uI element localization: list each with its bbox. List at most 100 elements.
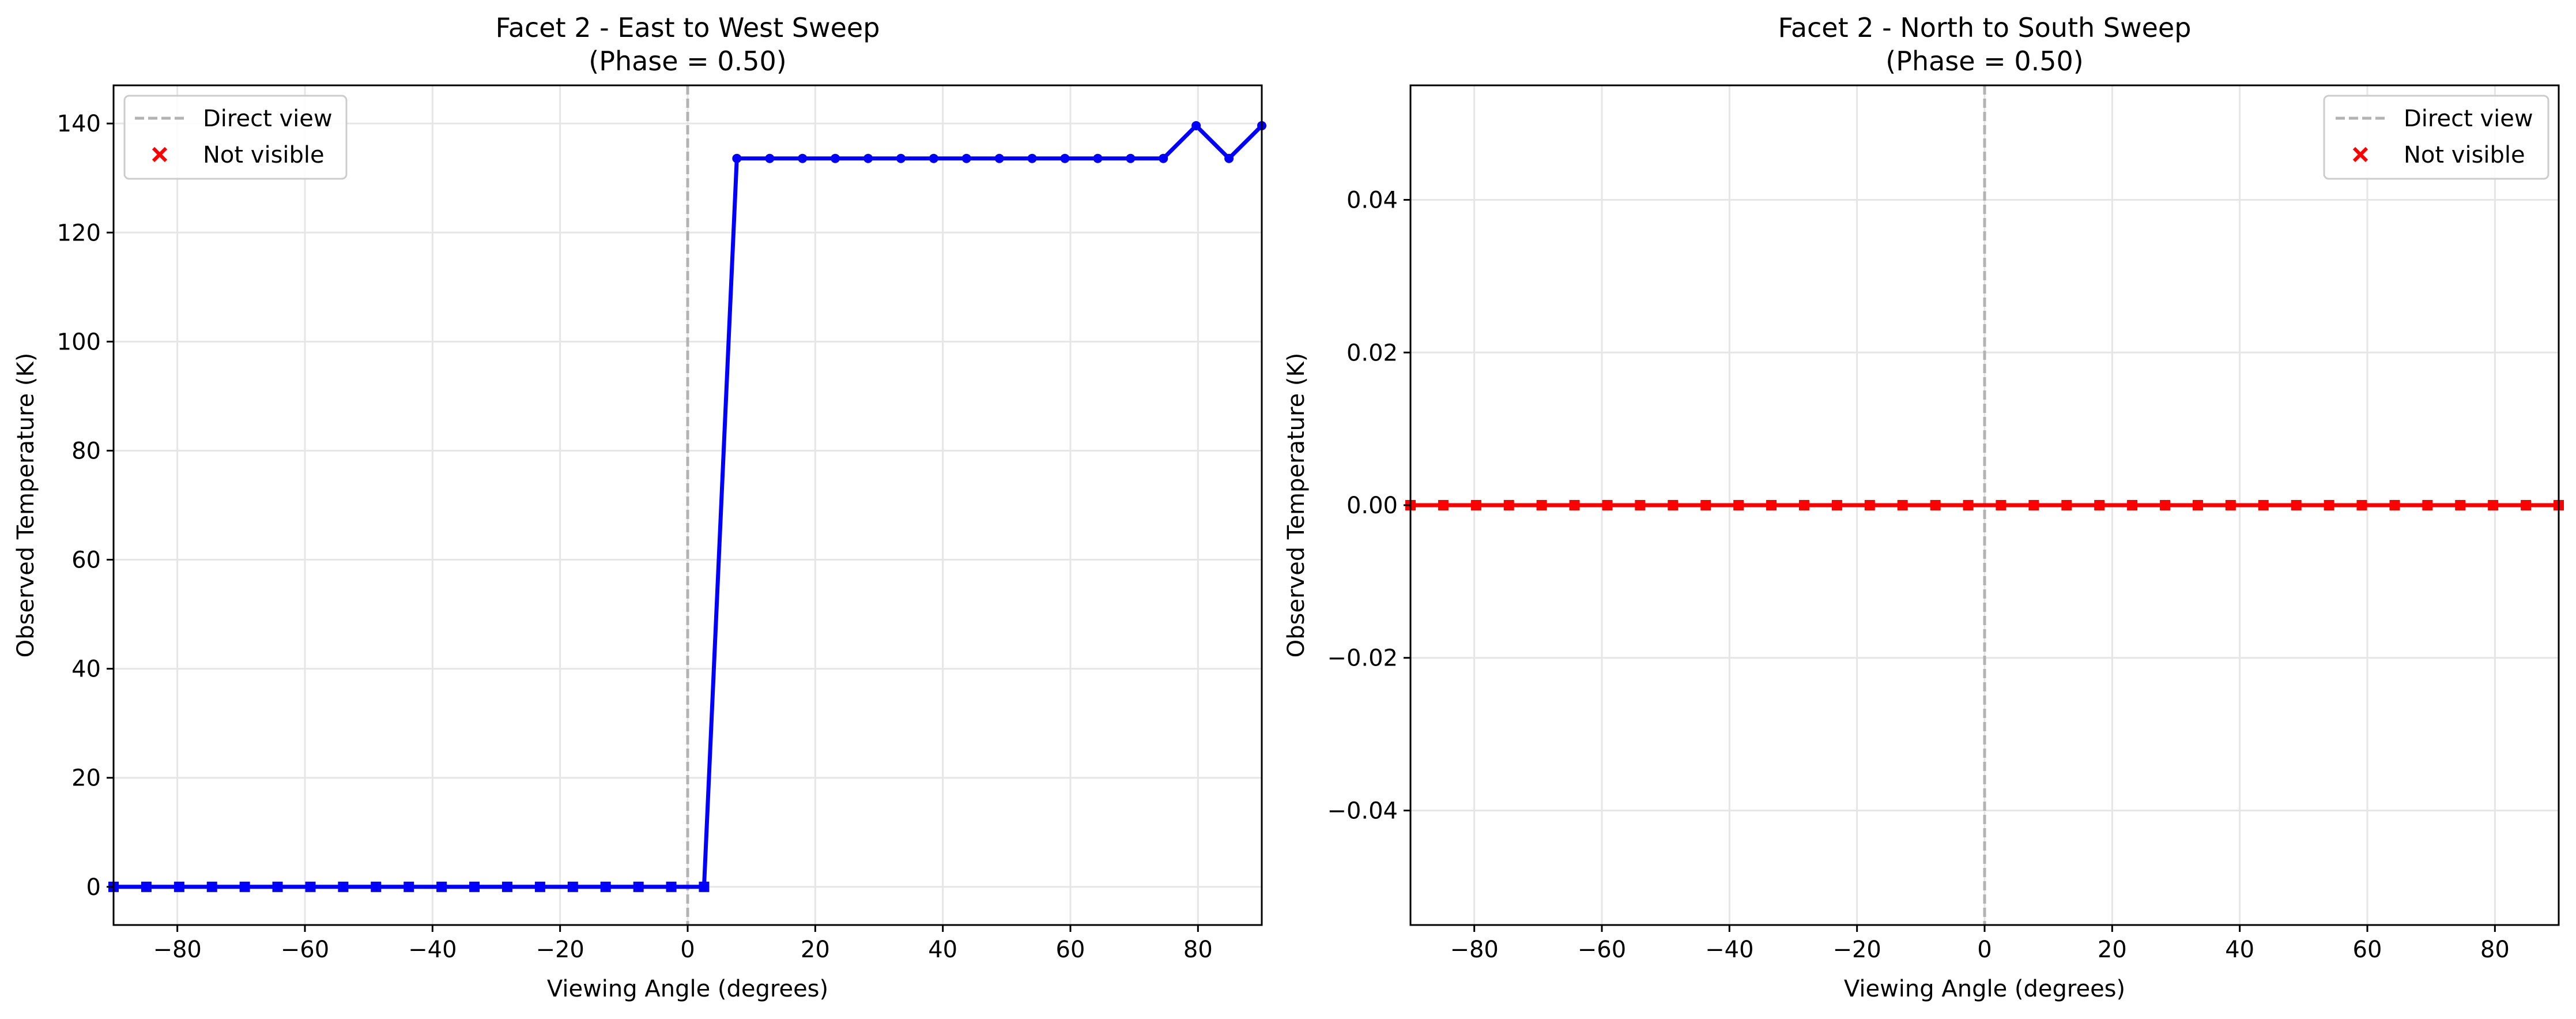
not-visible-point — [2094, 500, 2105, 510]
visible-point — [961, 153, 971, 163]
x-tick-label: −80 — [153, 937, 201, 963]
visible-point — [798, 153, 808, 163]
visible-point — [1224, 153, 1234, 163]
legend-not-visible-swatch — [152, 146, 168, 163]
not-visible-point — [1766, 500, 1777, 510]
not-visible-point — [2127, 500, 2138, 510]
x-tick-label: −20 — [1832, 937, 1881, 963]
not-visible-point — [2356, 500, 2367, 510]
not-visible-point — [371, 881, 382, 892]
not-visible-point — [2192, 500, 2203, 510]
visible-point — [994, 153, 1004, 163]
y-tick-label: 0.02 — [1347, 340, 1398, 366]
not-visible-point — [338, 881, 349, 892]
visible-point — [765, 153, 775, 163]
y-axis-label: Observed Temperature (K) — [1283, 353, 1310, 658]
visible-point — [1027, 153, 1037, 163]
y-tick-label: 0 — [86, 874, 101, 901]
not-visible-point — [2455, 500, 2466, 510]
y-tick-label: 120 — [57, 220, 101, 246]
legend-box — [2323, 95, 2549, 180]
x-tick-label: −60 — [1578, 937, 1626, 963]
legend-not-visible-label: Not visible — [203, 142, 325, 168]
legend-not-visible-swatch — [2352, 146, 2368, 163]
visible-point — [1159, 153, 1168, 163]
visible-point — [929, 153, 938, 163]
not-visible-point — [2225, 500, 2236, 510]
not-visible-point — [1963, 500, 1974, 510]
visible-point — [732, 153, 742, 163]
not-visible-point — [272, 881, 283, 892]
x-tick-label: 20 — [801, 937, 830, 963]
x-tick-label: 60 — [2353, 937, 2382, 963]
not-visible-point — [2521, 500, 2532, 510]
not-visible-point — [1996, 500, 2007, 510]
visible-point — [896, 153, 906, 163]
not-visible-point — [1930, 500, 1941, 510]
x-tick-label: 60 — [1056, 937, 1085, 963]
not-visible-point — [567, 881, 578, 892]
legend-box — [123, 95, 348, 180]
not-visible-point — [1536, 500, 1547, 510]
x-tick-label: 0 — [1977, 937, 1992, 963]
visible-point — [863, 153, 873, 163]
not-visible-point — [305, 881, 316, 892]
not-visible-point — [2160, 500, 2171, 510]
not-visible-point — [2488, 500, 2499, 510]
not-visible-point — [501, 881, 512, 892]
y-tick-label: 20 — [71, 765, 101, 792]
not-visible-point — [2061, 500, 2072, 510]
not-visible-point — [469, 881, 480, 892]
y-tick-label: 140 — [57, 111, 101, 137]
chart-subtitle: (Phase = 0.50) — [1885, 46, 2083, 77]
y-tick-label: 40 — [71, 656, 101, 683]
not-visible-point — [2258, 500, 2269, 510]
not-visible-point — [239, 881, 250, 892]
y-tick-label: 0.04 — [1347, 187, 1398, 214]
not-visible-point — [1470, 500, 1481, 510]
y-tick-label: 80 — [71, 438, 101, 464]
not-visible-point — [1831, 500, 1842, 510]
not-visible-point — [1438, 500, 1449, 510]
x-tick-label: −20 — [535, 937, 584, 963]
legend-direct-view-label: Direct view — [2404, 106, 2533, 132]
east-west-sweep-chart: Facet 2 - East to West Sweep (Phase = 0.… — [13, 12, 1266, 1002]
y-axis-label: Observed Temperature (K) — [13, 353, 39, 658]
visible-point — [831, 153, 840, 163]
not-visible-point — [2291, 500, 2302, 510]
x-tick-label: −80 — [1450, 937, 1498, 963]
not-visible-point — [1503, 500, 1514, 510]
x-axis-label: Viewing Angle (degrees) — [1844, 976, 2125, 1002]
not-visible-point — [1733, 500, 1744, 510]
x-tick-label: −40 — [408, 937, 457, 963]
visible-point — [1126, 153, 1136, 163]
y-tick-label: 100 — [57, 329, 101, 355]
not-visible-point — [436, 881, 447, 892]
x-tick-label: 0 — [680, 937, 695, 963]
not-visible-point — [2028, 500, 2039, 510]
not-visible-point — [1569, 500, 1580, 510]
not-visible-point — [1635, 500, 1646, 510]
x-tick-label: 40 — [2225, 937, 2254, 963]
chart-title: Facet 2 - East to West Sweep — [496, 12, 880, 43]
not-visible-point — [206, 881, 217, 892]
legend-not-visible-label: Not visible — [2404, 142, 2525, 168]
x-tick-label: 80 — [2480, 937, 2510, 963]
y-tick-label: 60 — [71, 547, 101, 574]
x-axis-label: Viewing Angle (degrees) — [547, 976, 828, 1002]
visible-point — [1093, 153, 1103, 163]
x-tick-label: −40 — [1705, 937, 1753, 963]
not-visible-point — [2422, 500, 2433, 510]
not-visible-point — [1897, 500, 1908, 510]
north-south-sweep-chart: Facet 2 - North to South Sweep (Phase = … — [1283, 12, 2564, 1002]
not-visible-point — [2324, 500, 2334, 510]
y-tick-label: −0.04 — [1327, 798, 1398, 824]
not-visible-point — [534, 881, 545, 892]
not-visible-point — [2389, 500, 2400, 510]
x-tick-label: 40 — [928, 937, 957, 963]
visible-point — [1191, 121, 1201, 130]
not-visible-point — [1798, 500, 1809, 510]
not-visible-point — [1700, 500, 1711, 510]
y-tick-label: −0.02 — [1327, 645, 1398, 672]
legend: Direct view Not visible — [2323, 95, 2549, 180]
